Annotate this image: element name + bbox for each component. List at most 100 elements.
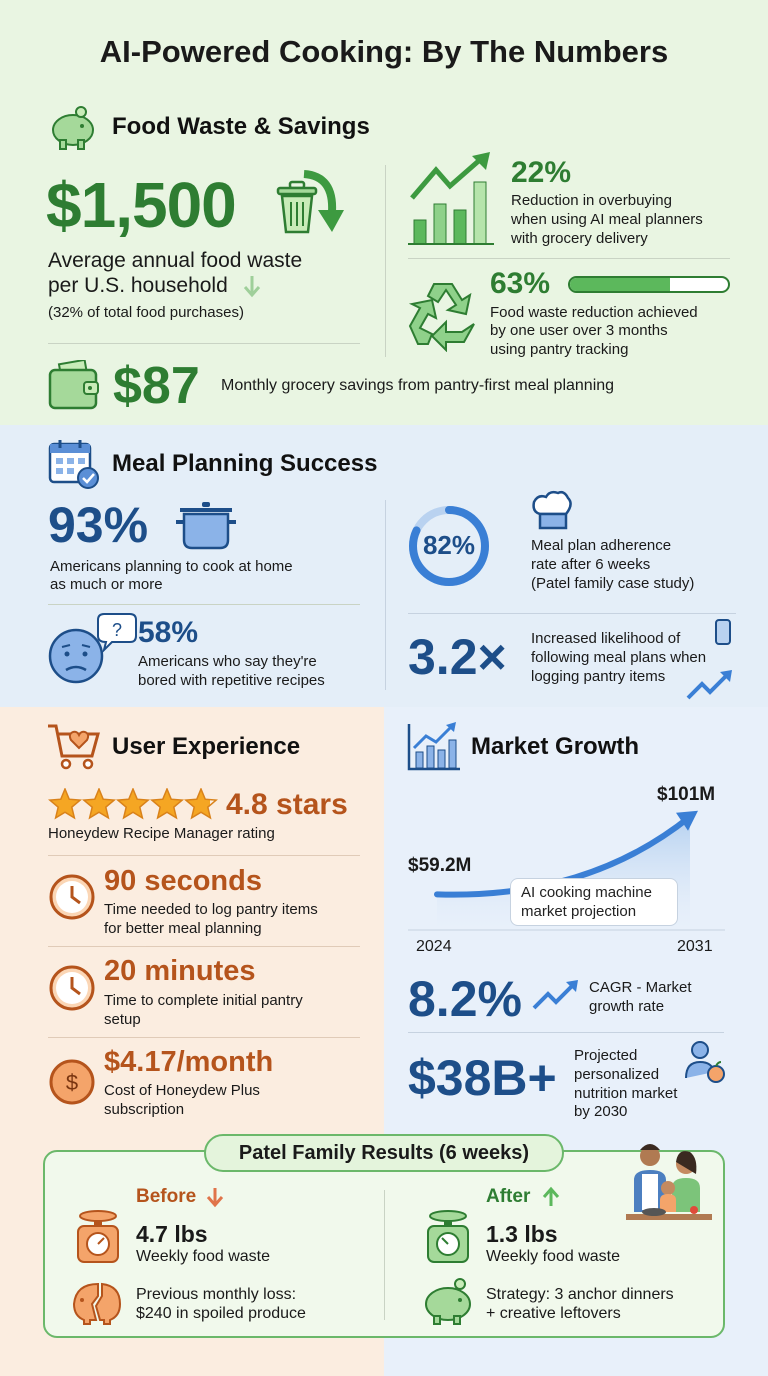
reduction-text-2: by one user over 3 months	[490, 322, 668, 339]
star-icon	[81, 788, 117, 820]
nutrition-value: $38B+	[408, 1050, 557, 1106]
market-start-label: $59.2M	[408, 855, 472, 876]
broken-piggy-bank-icon	[72, 1282, 122, 1325]
nutrition-text-2: personalized	[574, 1066, 660, 1083]
ux-item-text: for better meal planning	[104, 920, 262, 937]
rating-value: 4.8 stars	[226, 788, 348, 821]
before-value: 4.7 lbs	[136, 1221, 208, 1247]
overbuying-text-3: with grocery delivery	[511, 230, 648, 247]
overbuying-value: 22%	[511, 156, 572, 189]
adherence-text-1: Meal plan adherence	[531, 537, 672, 554]
ux-item-value: 20 minutes	[104, 955, 256, 987]
ux-item-text: Time to complete initial pantry	[104, 992, 303, 1009]
star-icon	[149, 788, 185, 820]
after-value: 1.3 lbs	[486, 1221, 558, 1247]
ux-item-text: Time needed to log pantry items	[104, 901, 318, 918]
section-food-waste-bg	[0, 0, 768, 425]
bored-value: 58%	[138, 616, 199, 649]
after-text-2: + creative leftovers	[486, 1305, 621, 1322]
x-tick-2031: 2031	[677, 938, 713, 955]
cooking-pot-icon	[176, 502, 236, 550]
divider	[48, 855, 360, 856]
market-line	[434, 813, 693, 898]
after-text-1: Strategy: 3 anchor dinners	[486, 1286, 674, 1303]
divider	[408, 613, 736, 614]
divider	[408, 1032, 724, 1033]
scale-icon	[77, 1210, 119, 1263]
annotation-line: AI cooking machine	[521, 884, 652, 901]
down-arrow-small-icon	[243, 276, 261, 298]
adherence-ring-fill	[409, 506, 489, 586]
adherence-value: 82%	[422, 530, 476, 560]
user-experience-header: User Experience	[112, 733, 301, 760]
overbuying-text-1: Reduction in overbuying	[511, 192, 672, 209]
ux-item-text: subscription	[104, 1101, 185, 1118]
bored-text-1: Americans who say they're	[138, 653, 317, 670]
star-icon	[115, 788, 151, 820]
wallet-icon	[48, 360, 99, 410]
reduction-progress-fill	[570, 278, 670, 291]
before-text-1: Previous monthly loss:	[136, 1286, 297, 1303]
cook-home-text-1: Americans planning to cook at home	[50, 558, 293, 575]
ux-item-text: Cost of Honeydew Plus	[104, 1082, 260, 1099]
chef-hat-icon	[532, 490, 572, 530]
clock-icon	[49, 965, 95, 1011]
star-icon	[183, 788, 218, 820]
cagr-text-1: CAGR - Market	[589, 979, 692, 996]
market-arrowhead	[676, 810, 698, 831]
down-arrow-icon	[303, 170, 344, 232]
piggy-bank-icon	[425, 1278, 471, 1325]
x-tick-2024: 2024	[416, 938, 452, 955]
cagr-value: 8.2%	[408, 971, 522, 1027]
person-apple-icon	[685, 1041, 725, 1083]
divider	[48, 604, 360, 605]
before-sub: Weekly food waste	[136, 1248, 270, 1265]
trash-can-icon	[276, 180, 318, 234]
savings-text: Monthly grocery savings from pantry-firs…	[221, 377, 615, 394]
vertical-divider	[385, 500, 386, 690]
family-cooking-illustration	[626, 1144, 712, 1220]
arrow-up-icon	[542, 1186, 560, 1206]
star-icon	[48, 788, 83, 820]
bored-text-2: bored with repetitive recipes	[138, 672, 325, 689]
meal-planning-header: Meal Planning Success	[112, 450, 378, 477]
cagr-text-2: growth rate	[589, 998, 665, 1015]
likelihood-value: 3.2×	[408, 629, 507, 685]
market-end-label: $101M	[657, 784, 716, 805]
clock-icon	[49, 874, 95, 920]
ux-item-text: setup	[104, 1011, 141, 1028]
annotation-line: market projection	[521, 903, 637, 920]
reduction-text-1: Food waste reduction achieved	[490, 304, 698, 321]
overbuying-text-2: when using AI meal planners	[511, 211, 703, 228]
svg-text:?: ?	[112, 620, 122, 640]
trend-up-icon	[532, 980, 578, 1010]
after-label: After	[486, 1186, 531, 1207]
bar-chart-growth-icon	[408, 152, 494, 245]
vertical-divider	[384, 1190, 385, 1320]
annual-waste-line1: Average annual food waste	[48, 249, 303, 272]
annual-waste-value: $1,500	[46, 169, 237, 241]
before-label: Before	[136, 1186, 197, 1207]
adherence-text-2: rate after 6 weeks	[531, 556, 651, 573]
cook-home-value: 93%	[48, 497, 149, 553]
market-annotation: AI cooking machine market projection	[510, 878, 678, 926]
nutrition-text-3: nutrition market	[574, 1085, 678, 1102]
piggy-bank-icon	[52, 106, 94, 150]
calendar-check-icon	[48, 440, 99, 489]
page-title: AI-Powered Cooking: By The Numbers	[99, 34, 669, 69]
star-rating	[48, 788, 218, 820]
nutrition-text-1: Projected	[574, 1047, 638, 1064]
food-waste-header: Food Waste & Savings	[112, 113, 370, 140]
reduction-value: 63%	[490, 267, 551, 300]
nutrition-text-4: by 2030	[574, 1103, 628, 1120]
phone-icon	[715, 619, 731, 645]
after-sub: Weekly food waste	[486, 1248, 620, 1265]
divider	[48, 343, 360, 344]
cook-home-text-2: as much or more	[50, 576, 163, 593]
ux-item-value: 90 seconds	[104, 865, 262, 897]
divider	[48, 1037, 360, 1038]
divider	[48, 946, 360, 947]
rating-label: Honeydew Recipe Manager rating	[48, 825, 275, 842]
likelihood-text-3: logging pantry items	[531, 668, 666, 685]
scale-icon	[427, 1210, 469, 1263]
